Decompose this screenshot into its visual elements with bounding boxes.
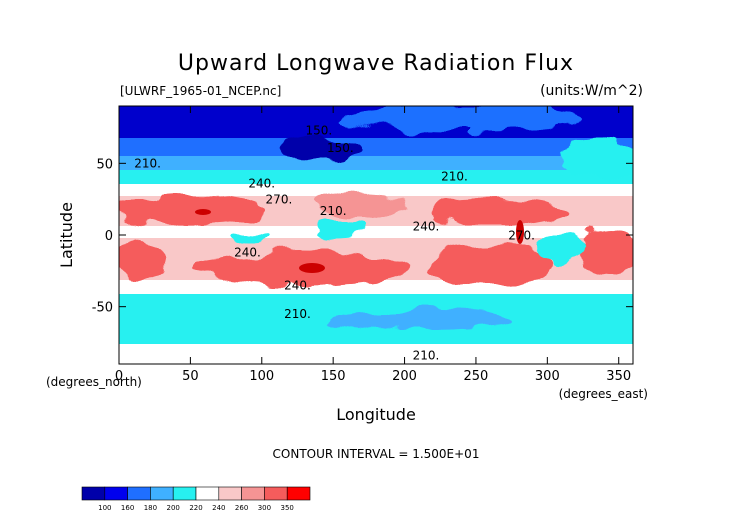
x-tick-label: 350: [606, 369, 631, 384]
y-axis-label: Latitude: [57, 202, 76, 268]
colorbar-swatch: [195, 486, 220, 501]
colorbar-level-label: 180: [144, 504, 157, 512]
colorbar-swatch: [104, 486, 128, 501]
contour-label: 210.: [284, 307, 311, 321]
y-unit-label: (degrees_north): [46, 375, 142, 389]
colorbar-level-label: 160: [121, 504, 134, 512]
colorbar-swatch: [218, 486, 242, 501]
x-tick-label: 200: [392, 369, 417, 384]
contour-label: 270.: [266, 192, 293, 206]
colorbar-swatch: [241, 486, 265, 501]
colorbar-swatch: [127, 486, 151, 501]
colorbar: 100 160 180 200 220 240 260 300 350: [81, 486, 311, 512]
colorbar-level-label: 220: [189, 504, 202, 512]
y-tick-label: 0: [105, 229, 113, 244]
x-axis: 0 50 100 150 200 250 300 350: [115, 106, 631, 384]
contour-interval-text: CONTOUR INTERVAL = 1.500E+01: [273, 447, 480, 461]
contour-label: 210.: [441, 170, 468, 184]
x-unit-label: (degrees_east): [559, 387, 648, 401]
y-tick-label: -50: [92, 301, 113, 316]
plot-area: [119, 106, 633, 364]
contour-label: 210.: [134, 157, 161, 171]
y-axis: -50 0 50: [92, 157, 633, 316]
x-tick-label: 0: [115, 369, 123, 384]
colorbar-swatch: [264, 486, 288, 501]
x-tick-label: 50: [182, 369, 199, 384]
file-label: [ULWRF_1965-01_NCEP.nc]: [120, 84, 281, 98]
contour-label: 270.: [508, 228, 535, 242]
colorbar-level-label: 300: [258, 504, 271, 512]
contour-label: 210.: [320, 204, 347, 218]
contour-label: 150.: [327, 141, 354, 155]
contour-label: 240.: [234, 246, 261, 260]
contour-label: 210.: [413, 349, 440, 363]
colorbar-swatch: [286, 486, 311, 501]
colorbar-level-label: 200: [167, 504, 180, 512]
x-axis-label: Longitude: [336, 405, 416, 424]
colorbar-level-label: 350: [281, 504, 294, 512]
contour-label: 240.: [413, 220, 440, 234]
x-tick-label: 100: [249, 369, 274, 384]
contour-label: 240.: [284, 278, 311, 292]
colorbar-level-label: 100: [98, 504, 111, 512]
colorbar-swatch: [81, 486, 106, 501]
colorbar-level-label: 240: [212, 504, 225, 512]
contour-label: 240.: [248, 177, 275, 191]
y-tick-label: 50: [96, 157, 113, 172]
units-label: (units:W/m^2): [540, 83, 643, 99]
x-tick-label: 250: [464, 369, 489, 384]
colorbar-swatch: [172, 486, 197, 501]
contour-labels: 210.240.270.210.240.210.240.240.210.210.…: [134, 124, 535, 363]
x-tick-label: 150: [321, 369, 346, 384]
colorbar-level-label: 260: [235, 504, 248, 512]
colorbar-swatch: [150, 486, 174, 501]
contour-label: 150.: [306, 124, 333, 138]
chart-title: Upward Longwave Radiation Flux: [178, 51, 574, 76]
x-tick-label: 300: [535, 369, 560, 384]
